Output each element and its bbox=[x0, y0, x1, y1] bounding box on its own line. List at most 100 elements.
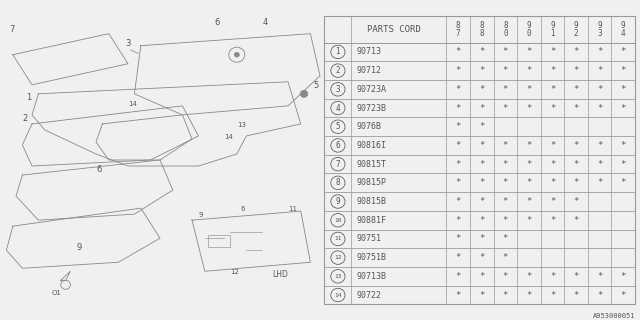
Text: *: * bbox=[597, 47, 602, 56]
Text: *: * bbox=[597, 272, 602, 281]
Text: *: * bbox=[526, 104, 532, 113]
Text: 90751: 90751 bbox=[356, 235, 381, 244]
Text: *: * bbox=[456, 216, 461, 225]
Text: *: * bbox=[597, 160, 602, 169]
Text: *: * bbox=[526, 66, 532, 75]
Text: 9
2: 9 2 bbox=[573, 20, 579, 37]
Text: 13: 13 bbox=[237, 122, 246, 128]
Text: *: * bbox=[456, 272, 461, 281]
Text: 90713: 90713 bbox=[356, 47, 381, 56]
Text: *: * bbox=[620, 272, 626, 281]
Text: *: * bbox=[479, 197, 484, 206]
Text: *: * bbox=[502, 253, 508, 262]
Text: *: * bbox=[597, 104, 602, 113]
Text: *: * bbox=[620, 104, 626, 113]
Text: 7: 7 bbox=[335, 160, 340, 169]
Text: *: * bbox=[550, 160, 555, 169]
Text: *: * bbox=[526, 141, 532, 150]
Text: 9: 9 bbox=[198, 212, 203, 218]
Text: 9: 9 bbox=[335, 197, 340, 206]
Text: 14: 14 bbox=[224, 134, 233, 140]
Text: 90713B: 90713B bbox=[356, 272, 386, 281]
Text: O1: O1 bbox=[51, 290, 61, 296]
Text: *: * bbox=[479, 47, 484, 56]
Text: 3: 3 bbox=[335, 85, 340, 94]
Text: *: * bbox=[479, 291, 484, 300]
Text: 9: 9 bbox=[77, 243, 82, 252]
Text: 90723B: 90723B bbox=[356, 104, 386, 113]
Text: 9
4: 9 4 bbox=[621, 20, 625, 37]
Text: *: * bbox=[573, 47, 579, 56]
Text: *: * bbox=[456, 291, 461, 300]
Text: *: * bbox=[456, 253, 461, 262]
Text: 9
3: 9 3 bbox=[597, 20, 602, 37]
Text: 90722: 90722 bbox=[356, 291, 381, 300]
Text: 8: 8 bbox=[335, 178, 340, 187]
Text: 12: 12 bbox=[334, 255, 342, 260]
Text: 2: 2 bbox=[22, 114, 28, 123]
Text: 9
1: 9 1 bbox=[550, 20, 555, 37]
Text: 12: 12 bbox=[230, 269, 239, 275]
Text: *: * bbox=[526, 216, 532, 225]
Text: 1: 1 bbox=[335, 47, 340, 56]
Text: *: * bbox=[597, 178, 602, 187]
Text: *: * bbox=[620, 47, 626, 56]
Text: *: * bbox=[526, 160, 532, 169]
Text: *: * bbox=[573, 104, 579, 113]
Text: *: * bbox=[526, 85, 532, 94]
Text: 4: 4 bbox=[262, 18, 268, 27]
Text: *: * bbox=[456, 122, 461, 131]
Text: *: * bbox=[573, 85, 579, 94]
Text: 9
0: 9 0 bbox=[527, 20, 531, 37]
Text: *: * bbox=[479, 104, 484, 113]
Text: *: * bbox=[550, 85, 555, 94]
Text: 6: 6 bbox=[335, 141, 340, 150]
Text: *: * bbox=[620, 291, 626, 300]
Text: *: * bbox=[479, 272, 484, 281]
Text: 6: 6 bbox=[96, 165, 101, 174]
Text: *: * bbox=[550, 178, 555, 187]
Bar bbox=[208, 235, 230, 247]
Text: *: * bbox=[502, 141, 508, 150]
Text: *: * bbox=[502, 160, 508, 169]
Text: 8
0: 8 0 bbox=[503, 20, 508, 37]
Text: *: * bbox=[620, 66, 626, 75]
Text: *: * bbox=[573, 197, 579, 206]
Text: *: * bbox=[526, 291, 532, 300]
Text: *: * bbox=[526, 197, 532, 206]
Text: 9076B: 9076B bbox=[356, 122, 381, 131]
Circle shape bbox=[234, 52, 239, 57]
Text: 8
7: 8 7 bbox=[456, 20, 461, 37]
Text: *: * bbox=[456, 178, 461, 187]
Text: *: * bbox=[597, 141, 602, 150]
Text: *: * bbox=[502, 66, 508, 75]
Text: *: * bbox=[502, 85, 508, 94]
Text: *: * bbox=[479, 178, 484, 187]
Text: LHD: LHD bbox=[272, 270, 288, 279]
Text: *: * bbox=[573, 66, 579, 75]
Text: *: * bbox=[550, 216, 555, 225]
Text: *: * bbox=[597, 291, 602, 300]
Text: *: * bbox=[502, 235, 508, 244]
Text: *: * bbox=[456, 47, 461, 56]
Text: *: * bbox=[550, 47, 555, 56]
Text: 90751B: 90751B bbox=[356, 253, 386, 262]
Text: *: * bbox=[526, 272, 532, 281]
Text: *: * bbox=[573, 160, 579, 169]
Text: *: * bbox=[573, 291, 579, 300]
Text: *: * bbox=[502, 47, 508, 56]
Text: *: * bbox=[479, 66, 484, 75]
Text: *: * bbox=[502, 216, 508, 225]
Text: *: * bbox=[597, 85, 602, 94]
Text: *: * bbox=[620, 178, 626, 187]
Text: 90816I: 90816I bbox=[356, 141, 386, 150]
Text: 90881F: 90881F bbox=[356, 216, 386, 225]
Text: 5: 5 bbox=[314, 81, 319, 90]
Text: *: * bbox=[502, 197, 508, 206]
Text: 3: 3 bbox=[125, 39, 130, 48]
Text: *: * bbox=[479, 160, 484, 169]
Text: *: * bbox=[456, 197, 461, 206]
Text: *: * bbox=[479, 253, 484, 262]
Text: *: * bbox=[550, 197, 555, 206]
Text: *: * bbox=[550, 291, 555, 300]
